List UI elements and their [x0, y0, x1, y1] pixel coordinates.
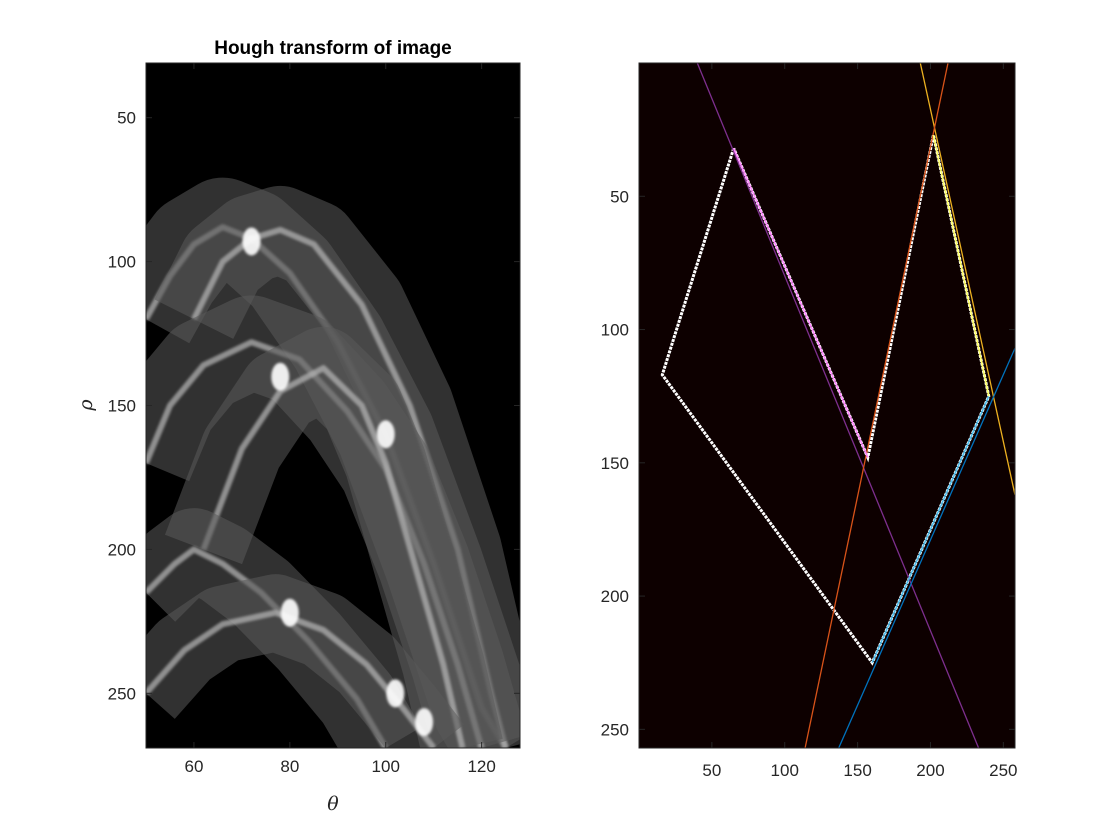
image-axes-box — [638, 62, 1016, 749]
y-tick-label: 200 — [601, 587, 629, 606]
x-tick-label: 120 — [467, 757, 495, 776]
detected-line-4 — [838, 347, 1015, 748]
detected-line-3 — [804, 63, 949, 748]
x-tick-label: 50 — [702, 761, 721, 780]
y-tick-label: 150 — [108, 397, 136, 416]
intersection-peak-4 — [280, 598, 299, 627]
y-tick-label: 100 — [601, 321, 629, 340]
x-tick-label: 100 — [372, 757, 400, 776]
detected-lines-panel: 50 100 150 200 250 50 100 150 200 250 — [601, 62, 1018, 780]
image-plot-area — [639, 63, 1015, 748]
y-tick-label: 150 — [601, 454, 629, 473]
x-tick-label: 150 — [843, 761, 871, 780]
detected-line-5 — [871, 395, 990, 664]
y-tick-label: 250 — [108, 684, 136, 703]
intersection-peak-3 — [376, 420, 395, 449]
y-tick-label: 100 — [108, 253, 136, 272]
intersection-peak-1 — [242, 227, 261, 256]
chart-title: Hough transform of image — [214, 38, 452, 59]
intersection-peak-6 — [415, 708, 434, 737]
y-tick-label: 250 — [601, 720, 629, 739]
x-tick-label: 100 — [771, 761, 799, 780]
hough-ticks: 60 80 100 120 50 100 150 200 250 — [108, 63, 520, 776]
x-tick-label: 80 — [280, 757, 299, 776]
detected-line-7 — [932, 134, 990, 397]
y-tick-label: 200 — [108, 540, 136, 559]
ridge-crest-4 — [200, 365, 466, 748]
image-ticks: 50 100 150 200 250 50 100 150 200 250 — [601, 63, 1018, 780]
detected-line-1 — [696, 63, 980, 748]
y-tick-label: 50 — [117, 109, 136, 128]
y-tick-label: 50 — [610, 187, 629, 206]
x-tick-label: 200 — [916, 761, 944, 780]
hough-ridges — [146, 177, 520, 748]
x-axis-label: θ — [327, 793, 339, 815]
detected-line-2 — [919, 63, 1015, 495]
x-tick-label: 250 — [989, 761, 1017, 780]
detected-line-6 — [732, 147, 869, 458]
y-axis-label: ρ — [75, 399, 97, 412]
intersection-peak-2 — [271, 362, 290, 391]
image-marks — [660, 63, 1015, 748]
x-tick-label: 60 — [184, 757, 203, 776]
hough-panel: Hough transform of image 60 80 100 120 50 100… — [75, 38, 521, 815]
intersection-peak-5 — [386, 679, 405, 708]
